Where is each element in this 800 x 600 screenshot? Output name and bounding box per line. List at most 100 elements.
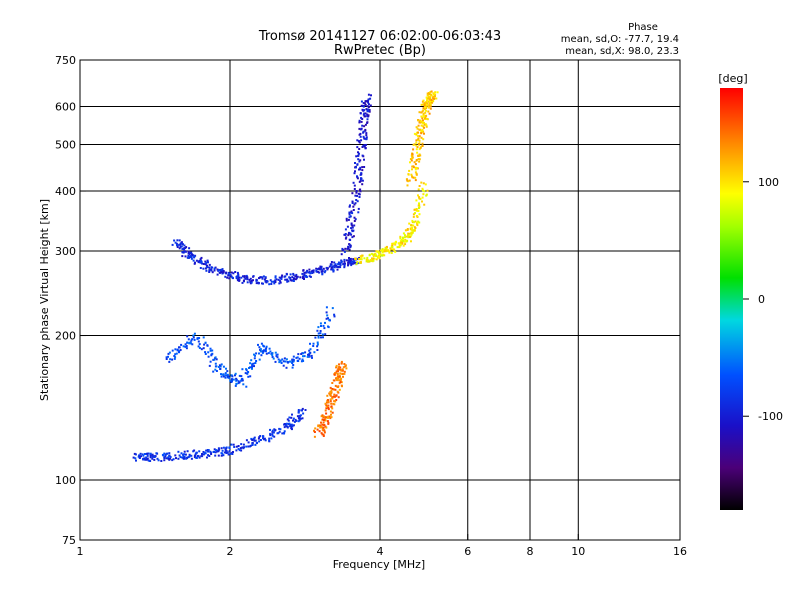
y-tick-label: 75 xyxy=(62,534,76,547)
data-point xyxy=(413,161,416,164)
data-point xyxy=(182,345,185,348)
data-point xyxy=(317,270,320,273)
data-point xyxy=(335,370,338,373)
data-point xyxy=(416,224,419,227)
data-point xyxy=(183,455,186,458)
data-point xyxy=(144,453,146,455)
data-point xyxy=(286,361,289,364)
data-point xyxy=(322,421,325,424)
data-point xyxy=(349,232,352,235)
data-point xyxy=(347,263,350,266)
data-point xyxy=(299,417,302,420)
data-point xyxy=(366,113,369,116)
data-point xyxy=(321,423,324,426)
data-point xyxy=(426,92,429,95)
data-point xyxy=(332,269,335,272)
data-point xyxy=(205,449,208,452)
data-point xyxy=(362,130,365,133)
data-point xyxy=(388,250,391,253)
data-point xyxy=(317,332,320,335)
data-point xyxy=(206,264,209,267)
data-point xyxy=(329,410,332,413)
data-point xyxy=(284,423,286,425)
data-point xyxy=(363,113,366,116)
data-point xyxy=(410,228,413,231)
data-point xyxy=(270,280,273,283)
data-point xyxy=(178,346,181,349)
data-point xyxy=(179,349,182,351)
data-point xyxy=(193,456,196,459)
data-point xyxy=(422,193,425,196)
data-point xyxy=(301,272,304,275)
data-point xyxy=(263,278,266,281)
data-point xyxy=(251,366,253,369)
data-point xyxy=(324,333,327,336)
data-point xyxy=(273,428,276,431)
data-point xyxy=(243,276,246,279)
data-point xyxy=(349,258,352,261)
data-point xyxy=(252,362,255,365)
data-point xyxy=(406,184,409,187)
data-point xyxy=(167,456,170,459)
data-point xyxy=(429,96,431,99)
data-point xyxy=(327,406,330,409)
data-point xyxy=(403,236,406,239)
data-point xyxy=(320,268,323,271)
data-point xyxy=(312,269,315,272)
data-point xyxy=(190,255,192,257)
data-point xyxy=(280,275,283,278)
data-point xyxy=(269,428,271,431)
data-point xyxy=(232,443,235,446)
data-point xyxy=(244,277,247,280)
data-point xyxy=(194,452,197,455)
data-point xyxy=(408,236,411,238)
data-point xyxy=(416,135,419,137)
data-point xyxy=(399,243,402,246)
data-point xyxy=(226,370,229,373)
data-point xyxy=(420,124,423,127)
y-tick-label: 600 xyxy=(55,101,76,114)
data-point xyxy=(328,415,331,418)
data-point xyxy=(301,417,304,420)
data-point xyxy=(134,457,137,460)
data-point xyxy=(424,123,427,126)
data-point xyxy=(289,425,292,428)
data-point xyxy=(288,276,291,279)
data-point xyxy=(340,377,343,380)
data-point xyxy=(212,370,215,373)
data-point xyxy=(423,102,426,105)
data-point xyxy=(425,109,427,112)
data-point xyxy=(251,444,254,446)
data-point xyxy=(316,428,319,431)
data-point xyxy=(174,353,177,356)
data-point xyxy=(330,268,333,271)
data-point xyxy=(283,357,286,360)
data-point xyxy=(349,204,351,207)
data-point xyxy=(214,451,217,454)
data-point xyxy=(235,445,238,448)
data-point xyxy=(410,159,413,162)
data-point xyxy=(163,459,166,462)
data-point xyxy=(356,260,359,263)
data-point xyxy=(222,454,225,457)
data-point xyxy=(320,432,323,435)
data-point xyxy=(135,459,137,462)
data-point xyxy=(421,128,424,131)
data-point xyxy=(365,132,368,135)
data-point xyxy=(412,166,415,169)
data-point xyxy=(365,100,368,103)
data-point xyxy=(425,96,428,99)
data-point xyxy=(262,435,264,438)
data-point xyxy=(259,276,262,279)
data-point xyxy=(349,215,352,218)
data-point xyxy=(410,233,413,236)
data-point xyxy=(374,253,377,256)
data-point xyxy=(379,249,382,252)
data-point xyxy=(269,432,272,435)
data-point xyxy=(329,386,332,389)
data-point xyxy=(268,437,271,440)
data-point xyxy=(344,364,347,367)
data-point xyxy=(343,363,346,365)
data-point xyxy=(243,446,245,449)
data-point xyxy=(313,351,316,354)
